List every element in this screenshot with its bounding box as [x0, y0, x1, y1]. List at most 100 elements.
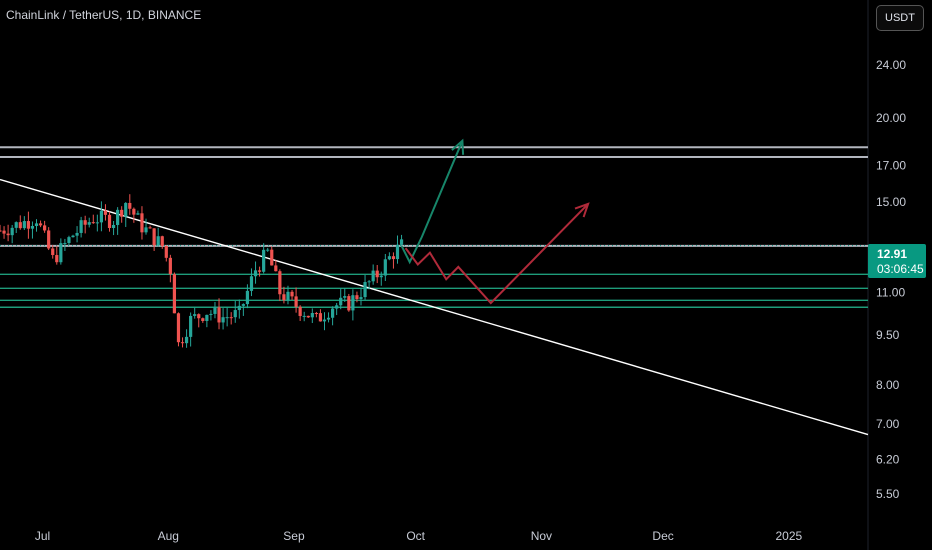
- candle-body: [379, 275, 383, 278]
- candle-body: [310, 313, 314, 318]
- price-tick-label: 6.20: [876, 452, 900, 466]
- candle-body: [383, 259, 387, 276]
- candle-body: [306, 315, 310, 318]
- candle-body: [294, 296, 298, 307]
- bullish-projection-arrow-head: [451, 138, 465, 155]
- candle-body: [387, 256, 391, 260]
- price-tick-label: 11.00: [876, 285, 905, 299]
- candle-body: [249, 276, 254, 291]
- candle-body: [0, 230, 2, 232]
- candle-body: [75, 232, 79, 236]
- candle-body: [14, 222, 18, 228]
- candle-body: [391, 256, 396, 260]
- candle-body: [399, 239, 404, 245]
- trendline-segment: [0, 178, 869, 436]
- candle-body: [83, 220, 87, 225]
- candle-body: [47, 230, 51, 249]
- candle-body: [87, 222, 91, 225]
- candle-body: [34, 223, 39, 227]
- candle-body: [241, 304, 245, 306]
- candle-body: [103, 210, 108, 215]
- candle-body: [245, 290, 250, 305]
- candle-body: [30, 226, 35, 229]
- candle-body: [233, 310, 237, 318]
- projection-paths: [400, 138, 590, 305]
- candle-body: [152, 228, 156, 246]
- candle-body: [347, 296, 351, 311]
- candle-body: [99, 210, 104, 223]
- time-tick-label: Nov: [531, 529, 552, 543]
- candle-body: [144, 227, 148, 233]
- candle-body: [229, 317, 233, 319]
- candle-body: [351, 295, 355, 311]
- candlestick-series: [0, 194, 404, 348]
- candle-body: [282, 294, 286, 301]
- time-tick-label: 2025: [775, 529, 802, 543]
- bearish-projection-arrow: [404, 203, 589, 305]
- candle-body: [164, 245, 168, 258]
- candle-body: [359, 297, 363, 300]
- candle-body: [111, 224, 116, 228]
- candle-body: [189, 315, 193, 337]
- candle-body: [156, 236, 160, 246]
- candle-body: [6, 233, 10, 236]
- candle-body: [193, 314, 197, 316]
- candle-body: [63, 242, 67, 244]
- candle-body: [335, 305, 339, 309]
- currency-button[interactable]: USDT: [876, 5, 924, 31]
- candle-body: [132, 208, 136, 215]
- candle-body: [363, 282, 367, 298]
- candle-body: [120, 209, 124, 217]
- candle-body: [184, 336, 189, 344]
- trendline: [0, 178, 869, 436]
- candle-body: [322, 319, 327, 322]
- time-tick-label: Oct: [406, 529, 425, 543]
- candle-body: [180, 342, 185, 344]
- candle-body: [160, 236, 164, 246]
- candle-body: [55, 255, 59, 263]
- candle-body: [124, 202, 128, 217]
- candle-body: [286, 291, 290, 301]
- candle-body: [253, 270, 258, 277]
- candle-body: [107, 214, 112, 228]
- candle-body: [205, 314, 209, 321]
- candle-body: [326, 317, 331, 320]
- candle-body: [237, 305, 241, 311]
- time-axis: Jul Aug Sep Oct Nov Dec 2025: [35, 529, 803, 543]
- candle-body: [270, 249, 274, 266]
- candle-body: [71, 235, 75, 238]
- time-tick-label: Jul: [35, 529, 50, 543]
- candle-body: [91, 222, 95, 224]
- candle-body: [367, 281, 371, 283]
- price-tick-label: 9.50: [876, 328, 900, 342]
- time-tick-label: Aug: [158, 529, 179, 543]
- candle-body: [95, 222, 99, 224]
- candle-body: [298, 306, 302, 316]
- candle-body: [136, 213, 140, 215]
- symbol-title[interactable]: ChainLink / TetherUS, 1D, BINANCE: [6, 8, 202, 22]
- candle-body: [38, 223, 43, 226]
- price-tick-label: 7.00: [876, 417, 900, 431]
- candle-body: [355, 295, 359, 300]
- price-tick-label: 15.00: [876, 195, 906, 209]
- candle-body: [22, 221, 26, 229]
- candle-body: [116, 209, 120, 225]
- candle-body: [375, 270, 379, 278]
- candle-body: [43, 225, 47, 231]
- horizontal-levels: [0, 146, 868, 308]
- candle-body: [339, 297, 343, 306]
- candle-body: [51, 248, 55, 256]
- candle-body: [257, 270, 262, 272]
- candle-body: [26, 221, 30, 229]
- bearish-projection-arrow-head: [574, 202, 590, 218]
- price-tick-label: 17.00: [876, 158, 906, 172]
- candle-body: [79, 220, 83, 233]
- candle-body: [266, 249, 270, 251]
- bullish-projection-arrow: [400, 140, 464, 265]
- candle-body: [330, 308, 335, 318]
- bar-countdown: 03:06:45: [877, 262, 924, 276]
- time-tick-label: Sep: [283, 529, 305, 543]
- price-tick-label: 8.00: [876, 378, 900, 392]
- candle-body: [343, 296, 347, 298]
